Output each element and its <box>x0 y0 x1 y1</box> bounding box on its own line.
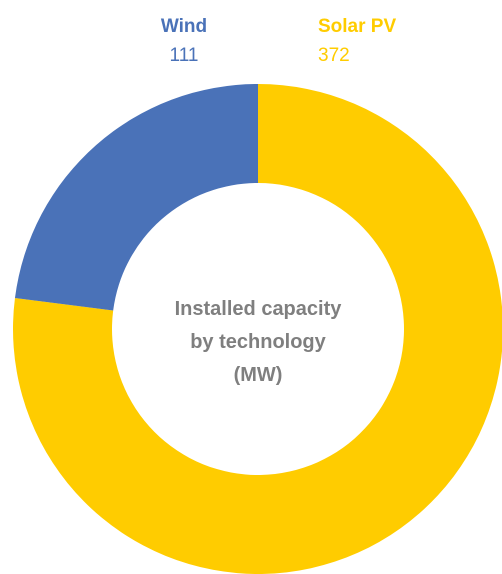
chart-title-line-2: by technology <box>190 331 326 353</box>
slice-wind <box>14 84 258 311</box>
wind-series-label: Wind <box>161 16 207 37</box>
solar-value-label: 372 <box>318 45 350 66</box>
solar-series-label: Solar PV <box>318 16 396 37</box>
slices-group <box>13 84 502 574</box>
wind-value-label: 111 <box>170 45 199 66</box>
slice-solar-pv <box>13 84 502 574</box>
chart-title-line-1: Installed capacity <box>175 298 343 320</box>
chart-title-line-3: (MW) <box>234 364 283 386</box>
